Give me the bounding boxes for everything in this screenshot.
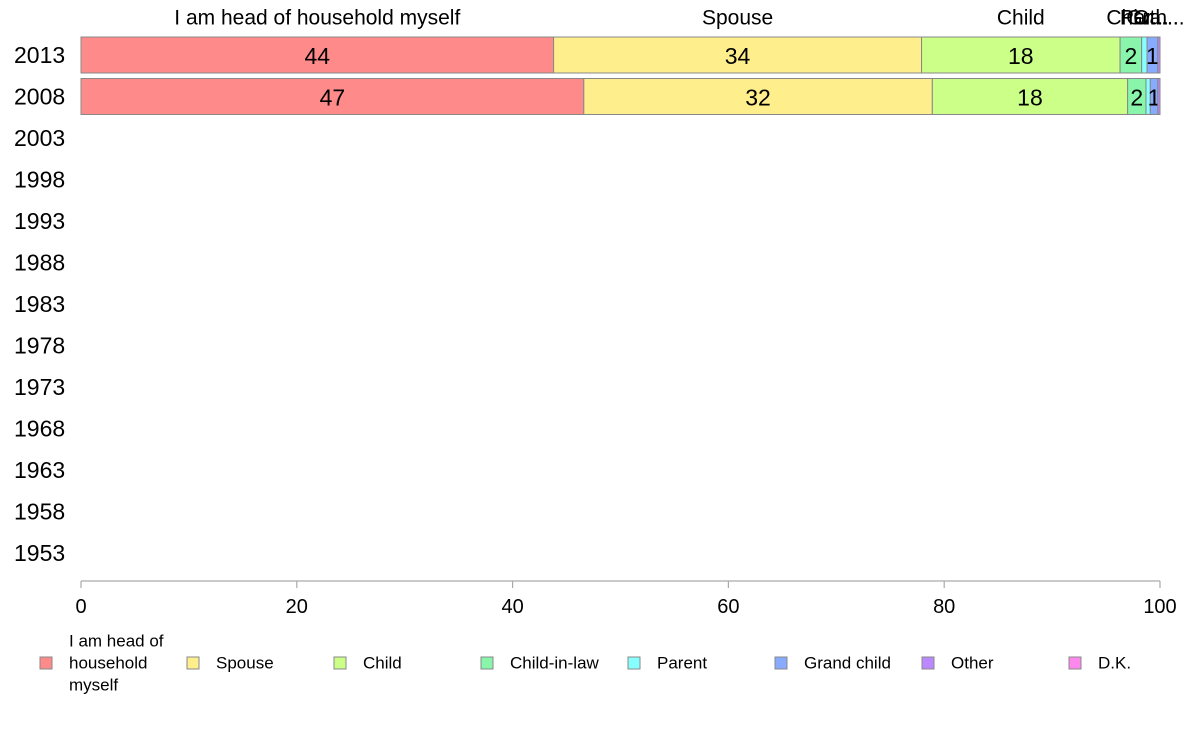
year-label-1958: 1958 bbox=[14, 499, 65, 525]
bar-value-label-2008-3: 2 bbox=[1130, 85, 1143, 111]
legend-label-1-0: Spouse bbox=[216, 654, 274, 673]
bar-segment-2013-1 bbox=[553, 36, 923, 74]
bar-value-label-2013-0: 44 bbox=[305, 43, 331, 69]
bar-value-label-2013-2: 18 bbox=[1008, 43, 1034, 69]
x-tick-label-60: 60 bbox=[717, 596, 739, 618]
bar-value-label-2013-3: 2 bbox=[1124, 43, 1137, 69]
year-label-1998: 1998 bbox=[14, 167, 65, 193]
top-labels-layer: I am head of household myself Spouse Child… bbox=[174, 7, 1184, 30]
bar-segment-2008-1 bbox=[583, 78, 933, 115]
bar-value-label-2008-1: 32 bbox=[745, 85, 771, 111]
top-label-3: Chi... bbox=[1106, 7, 1155, 30]
legend-label-7-0: D.K. bbox=[1098, 654, 1131, 673]
year-labels-layer: 2013 2008 2003 1998 1993 1988 1983 1978 1973 1968… bbox=[14, 42, 65, 566]
year-label-1978: 1978 bbox=[14, 333, 65, 359]
top-label-2: Child bbox=[997, 7, 1045, 30]
legend: I am head of household myself Spouse Child Ch… bbox=[39, 632, 1131, 695]
legend-swatch-5 bbox=[774, 656, 788, 670]
legend-swatch-4 bbox=[627, 656, 641, 670]
bar-segment-2013-2 bbox=[921, 36, 1121, 74]
top-label-0: I am head of household myself bbox=[174, 7, 460, 30]
legend-label-4-0: Parent bbox=[657, 654, 707, 673]
bar-segment-2013-6 bbox=[1157, 36, 1161, 74]
legend-swatch-6 bbox=[921, 656, 935, 670]
x-tick-label-0: 0 bbox=[75, 596, 86, 618]
legend-swatch-1 bbox=[186, 656, 200, 670]
year-label-2013: 2013 bbox=[14, 42, 65, 68]
legend-label-6-0: Other bbox=[951, 654, 994, 673]
legend-label-5-0: Grand child bbox=[804, 654, 891, 673]
year-label-1973: 1973 bbox=[14, 374, 65, 400]
year-label-2003: 2003 bbox=[14, 125, 65, 151]
year-label-1988: 1988 bbox=[14, 250, 65, 276]
bar-value-label-2008-5: 1 bbox=[1148, 85, 1161, 111]
x-tick-label-20: 20 bbox=[286, 596, 308, 618]
year-label-1953: 1953 bbox=[14, 540, 65, 566]
year-label-1983: 1983 bbox=[14, 291, 65, 317]
legend-swatch-3 bbox=[480, 656, 494, 670]
top-label-6: Oth... bbox=[1133, 7, 1184, 30]
bar-value-label-2013-5: 1 bbox=[1146, 43, 1159, 69]
year-label-2008: 2008 bbox=[14, 84, 65, 110]
top-label-4: Par... bbox=[1120, 7, 1169, 30]
bar-segment-2013-0 bbox=[80, 36, 555, 74]
legend-label-2-0: Child bbox=[363, 654, 402, 673]
bar-segment-2008-2 bbox=[931, 78, 1129, 115]
bar-value-label-2013-1: 34 bbox=[725, 43, 751, 69]
top-label-1: Spouse bbox=[702, 7, 773, 30]
x-tick-label-80: 80 bbox=[933, 596, 955, 618]
x-axis: 0 20 40 60 80 100 bbox=[75, 580, 1177, 618]
year-label-1963: 1963 bbox=[14, 457, 65, 483]
legend-label-3-0: Child-in-law bbox=[510, 654, 600, 673]
bar-segment-2008-6 bbox=[1157, 78, 1161, 115]
legend-swatch-2 bbox=[333, 656, 347, 670]
legend-label-0-0: I am head of bbox=[69, 632, 164, 651]
legend-swatch-7 bbox=[1068, 656, 1082, 670]
x-tick-label-100: 100 bbox=[1143, 596, 1176, 618]
year-label-1968: 1968 bbox=[14, 416, 65, 442]
x-tick-label-40: 40 bbox=[501, 596, 523, 618]
legend-label-0-1: household bbox=[69, 654, 147, 673]
bar-value-label-2008-0: 47 bbox=[320, 85, 346, 111]
bar-value-label-2008-2: 18 bbox=[1017, 85, 1043, 111]
year-label-1993: 1993 bbox=[14, 208, 65, 234]
bars-layer: 44 34 18 2 1 47 32 18 2 1 bbox=[80, 36, 1161, 115]
legend-swatch-0 bbox=[39, 656, 53, 670]
top-label-5: Gra... bbox=[1126, 7, 1179, 30]
legend-label-0-2: myself bbox=[69, 676, 118, 695]
